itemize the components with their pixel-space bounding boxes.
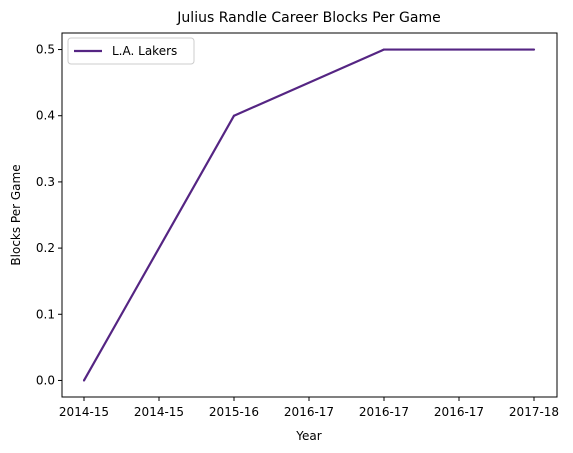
x-tick-label: 2016-17 — [434, 405, 484, 419]
plot-area: 0.0 0.1 0.2 0.3 0.4 0.5 2014-15 2014-15 2015-16 2… — [36, 32, 559, 419]
y-axis-title: Blocks Per Game — [9, 164, 23, 265]
y-tick-label: 0.2 — [36, 241, 55, 255]
y-tick-label: 0.5 — [36, 43, 55, 57]
data-point — [232, 114, 236, 117]
y-tick-label: 0.1 — [36, 307, 55, 321]
x-tick-label: 2017-18 — [509, 405, 559, 419]
legend: L.A. Lakers — [67, 37, 195, 65]
x-tick-label: 2014-15 — [59, 405, 109, 419]
data-point — [82, 379, 86, 382]
series-line — [83, 48, 534, 381]
legend-box — [67, 37, 195, 65]
y-tick-label: 0.0 — [36, 373, 55, 387]
legend-label: L.A. Lakers — [112, 44, 177, 58]
x-tick-label: 2016-17 — [284, 405, 334, 419]
data-point — [382, 48, 386, 51]
x-tick-label: 2015-16 — [209, 405, 259, 419]
chart-title: Julius Randle Career Blocks Per Game — [176, 10, 440, 26]
x-tick-label: 2016-17 — [359, 405, 409, 419]
data-point — [532, 48, 536, 51]
x-axis-title: Year — [295, 429, 321, 443]
y-tick-label: 0.4 — [36, 109, 55, 123]
y-tick-label: 0.3 — [36, 175, 55, 189]
x-tick-label: 2014-15 — [134, 405, 184, 419]
